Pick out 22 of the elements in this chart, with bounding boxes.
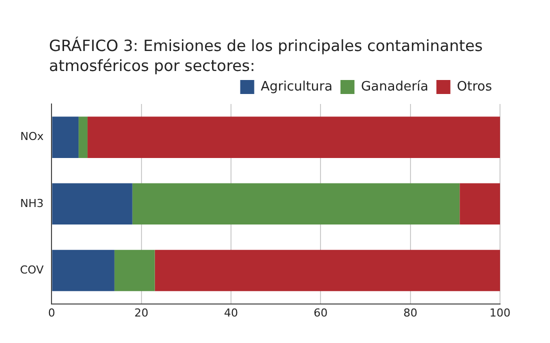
legend-label: Agricultura [260, 79, 332, 94]
bar [52, 183, 132, 225]
chart-title: GRÁFICO 3: Emisiones de los principales contaminantes atmosféricos por sectores: [49, 36, 484, 76]
bar [114, 250, 155, 292]
x-tick-label: 40 [224, 306, 238, 320]
bar [78, 116, 88, 158]
x-tick-label: 80 [403, 306, 418, 320]
x-tick-label: 60 [314, 306, 328, 320]
bar [88, 116, 500, 158]
x-tick-label: 0 [48, 306, 56, 320]
y-tick-label: NH3 [20, 196, 44, 210]
y-tick-label: NOx [20, 130, 44, 144]
bar [460, 183, 500, 225]
x-tick-label: 20 [134, 306, 148, 320]
bar [52, 250, 114, 292]
bar [154, 250, 500, 292]
legend-label: Ganadería [360, 79, 428, 94]
bar [132, 183, 460, 225]
x-tick-label: 100 [490, 306, 510, 320]
legend-label: Otros [456, 79, 492, 94]
y-tick-label: COV [20, 263, 44, 276]
bar [52, 116, 79, 158]
